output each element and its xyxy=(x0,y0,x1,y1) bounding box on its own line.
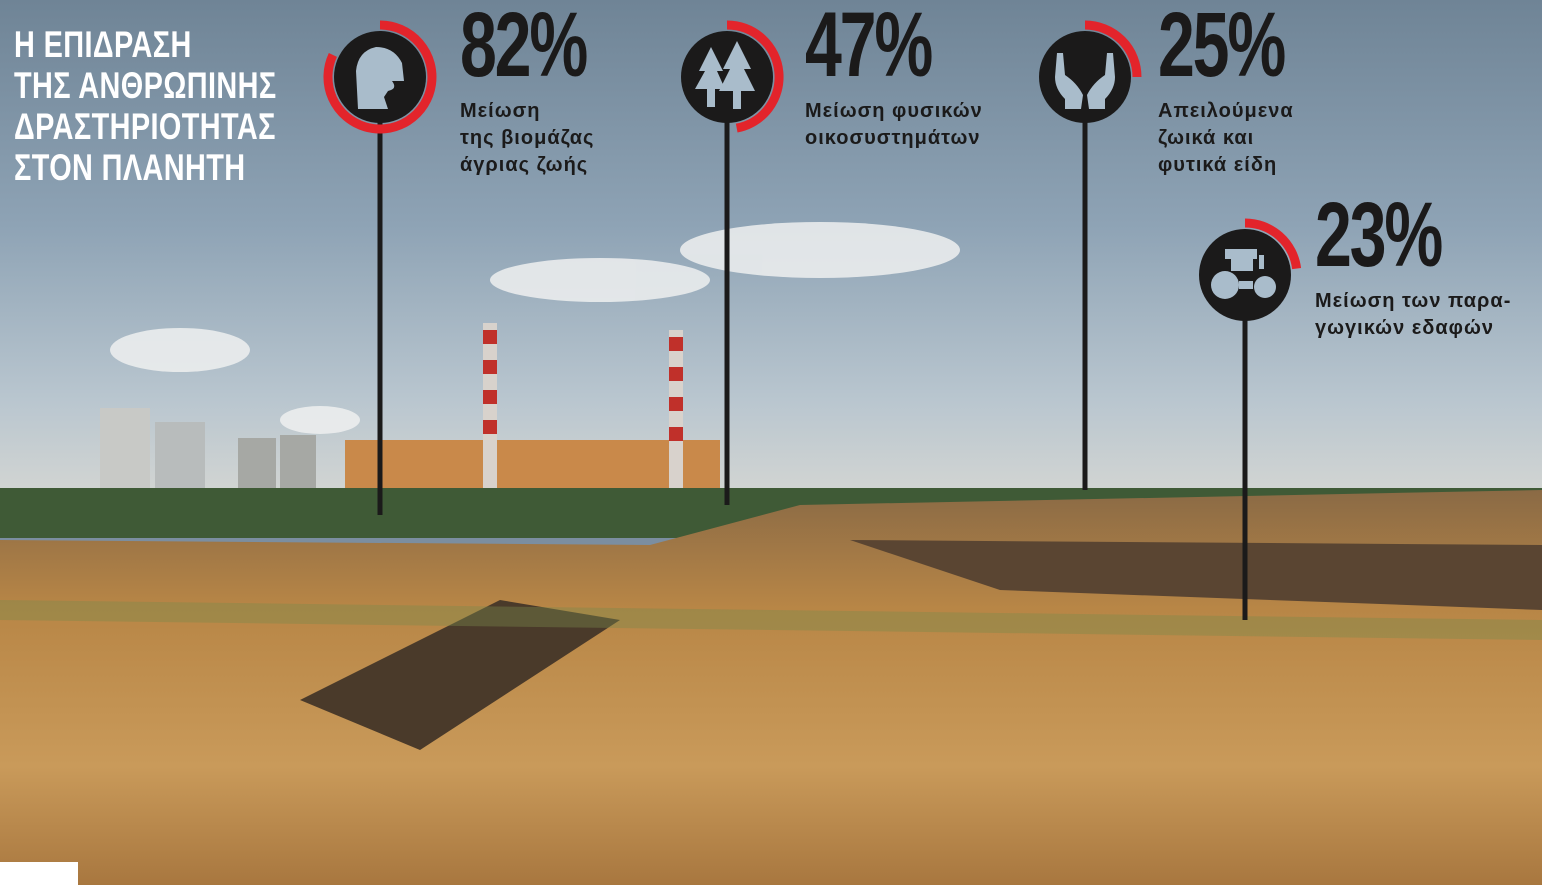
desc-line: Μείωση φυσικών xyxy=(805,100,983,122)
stat-productive-soils: 23% Μείωση των παρα- γωγικών εδαφών xyxy=(1315,182,1511,342)
desc-line: γωγικών εδαφών xyxy=(1315,317,1494,339)
desc-line: οικοσυστημάτων xyxy=(805,127,981,149)
stat-description: Απειλούμενα ζωικά και φυτικά είδη xyxy=(1158,98,1333,179)
infographic-title: Η ΕΠΙΔΡΑΣΗ ΤΗΣ ΑΝΘΡΩΠΙΝΗΣ ΔΡΑΣΤΗΡΙΟΤΗΤΑΣ… xyxy=(14,24,277,188)
desc-line: Μείωση xyxy=(460,100,541,122)
title-line: ΣΤΟΝ ΠΛΑΝΗΤΗ xyxy=(14,147,246,188)
title-line: Η ΕΠΙΔΡΑΣΗ xyxy=(14,24,192,65)
stat-percentage: 23% xyxy=(1315,184,1443,286)
stat-percentage: 25% xyxy=(1158,0,1286,96)
corner-mark xyxy=(0,862,78,885)
stat-description: Μείωση των παρα- γωγικών εδαφών xyxy=(1315,288,1511,342)
stat-natural-ecosystems: 47% Μείωση φυσικών οικοσυστημάτων xyxy=(805,0,983,152)
desc-line: άγριας ζωής xyxy=(460,154,589,176)
stat-percentage: 47% xyxy=(805,0,933,96)
stat-threatened-species: 25% Απειλούμενα ζωικά και φυτικά είδη xyxy=(1158,0,1333,179)
desc-line: Απειλούμενα xyxy=(1158,100,1294,122)
stat-description: Μείωση της βιομάζας άγριας ζωής xyxy=(460,98,635,179)
desc-line: της βιομάζας xyxy=(460,127,595,149)
stat-description: Μείωση φυσικών οικοσυστημάτων xyxy=(805,98,983,152)
title-line: ΔΡΑΣΤΗΡΙΟΤΗΤΑΣ xyxy=(14,106,276,147)
stat-percentage: 82% xyxy=(460,0,588,96)
desc-line: Μείωση των παρα- xyxy=(1315,290,1512,312)
title-line: ΤΗΣ ΑΝΘΡΩΠΙΝΗΣ xyxy=(14,65,277,106)
desc-line: φυτικά είδη xyxy=(1158,154,1278,176)
desc-line: ζωικά και xyxy=(1158,127,1255,149)
stat-wildlife-biomass: 82% Μείωση της βιομάζας άγριας ζωής xyxy=(460,0,635,179)
